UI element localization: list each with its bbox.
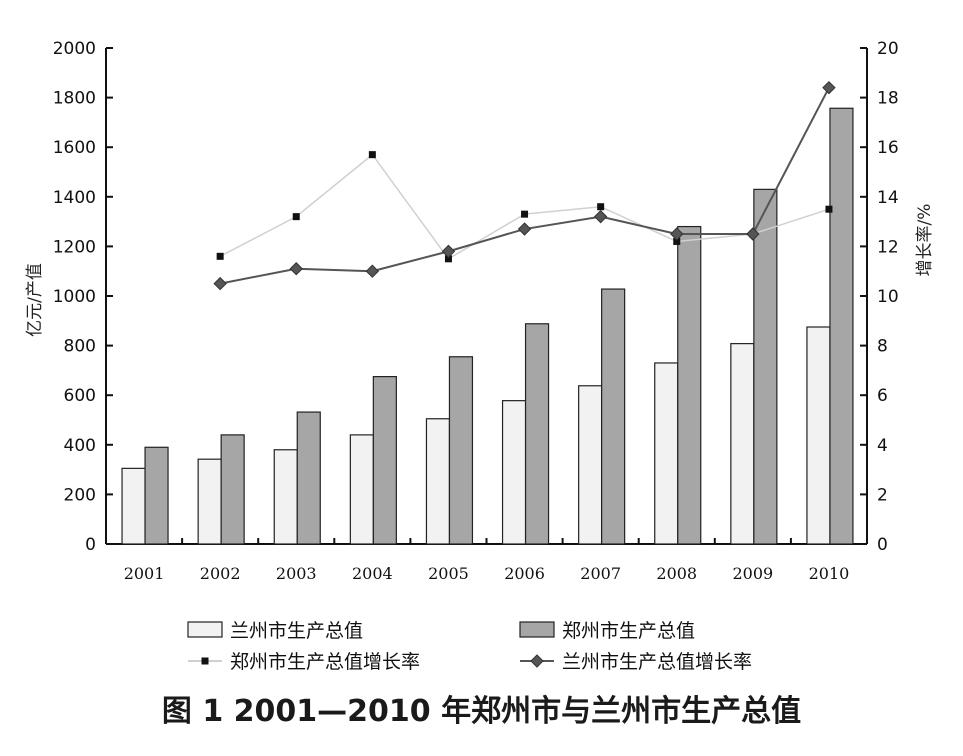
legend-swatch	[187, 621, 223, 638]
data-point	[746, 227, 760, 241]
bar	[425, 418, 451, 545]
x-tick-label: 2006	[504, 564, 545, 583]
y2-tick-label: 6	[877, 386, 888, 406]
data-point	[597, 203, 605, 211]
bar	[296, 411, 321, 545]
bar	[197, 458, 222, 545]
bar	[654, 362, 679, 545]
data-point	[670, 227, 684, 241]
y2-tick-label: 18	[877, 89, 899, 109]
series-line	[219, 87, 830, 285]
y-tick-label: 2000	[53, 39, 96, 59]
data-point	[521, 210, 529, 218]
y-tick-label: 1200	[53, 237, 96, 257]
legend-label: 兰州市生产总值增长率	[562, 651, 752, 673]
figure-caption: 图 1 2001—2010 年郑州市与兰州市生产总值	[161, 694, 802, 729]
y2-tick-label: 0	[877, 535, 888, 555]
data-point	[201, 657, 209, 665]
x-tick-label: 2003	[276, 564, 317, 583]
bar	[578, 385, 603, 545]
data-point	[441, 244, 456, 259]
x-tick-label: 2002	[200, 564, 241, 583]
x-tick-label: 2007	[580, 564, 621, 583]
bar	[349, 434, 374, 545]
y-tick-label: 1400	[53, 188, 96, 208]
bar	[524, 323, 550, 545]
bar	[753, 188, 778, 545]
legend-label: 郑州市生产总值增长率	[230, 651, 420, 673]
data-point	[822, 80, 836, 95]
series-line	[219, 153, 830, 260]
legend-label: 兰州市生产总值	[230, 620, 363, 642]
y2-axis-label: 增长率/%	[915, 204, 935, 277]
bar	[220, 434, 245, 545]
y-tick-label: 800	[64, 337, 96, 357]
data-point	[673, 237, 681, 245]
legend-label: 郑州市生产总值	[562, 620, 695, 642]
legend-swatch	[519, 621, 555, 638]
bar	[144, 446, 169, 545]
x-tick-label: 2010	[809, 564, 850, 583]
data-point	[444, 255, 452, 263]
x-tick-label: 2001	[124, 564, 165, 583]
x-tick-label: 2005	[428, 564, 469, 583]
bar	[121, 467, 146, 545]
y-tick-label: 1000	[53, 287, 96, 307]
plot-area: 0 200 400 600 800 1000 1200 1400 1600 1800 2000 0 2 4…	[53, 39, 899, 583]
y-tick-label: 600	[64, 386, 96, 406]
y-tick-label: 1800	[53, 89, 96, 109]
data-point	[368, 151, 376, 159]
data-point	[517, 222, 532, 236]
bar	[829, 107, 854, 545]
y-tick-label: 0	[85, 535, 96, 555]
y-tick-label: 400	[64, 436, 96, 456]
y2-tick-label: 10	[877, 287, 899, 307]
y2-tick-label: 4	[877, 436, 888, 456]
chart: 亿元/产值 增长率/% 0200400600800100012001400160…	[25, 39, 935, 673]
x-tick-label: 2004	[352, 564, 393, 583]
y2-tick-label: 16	[877, 138, 899, 158]
data-point	[825, 205, 833, 213]
x-tick-label: 2008	[656, 564, 697, 583]
y2-tick-label: 2	[877, 485, 888, 505]
bar	[677, 225, 702, 545]
y-tick-label: 1600	[53, 138, 96, 158]
data-point	[593, 209, 608, 224]
bar	[372, 376, 397, 545]
data-point	[365, 264, 380, 278]
data-point	[216, 252, 224, 260]
y2-tick-label: 12	[877, 237, 899, 257]
bar	[448, 356, 474, 545]
data-point	[289, 262, 303, 276]
data-point	[530, 654, 544, 668]
y-tick-label: 200	[64, 485, 96, 505]
data-point	[213, 276, 227, 291]
bar	[601, 288, 626, 545]
y2-tick-label: 8	[877, 337, 888, 357]
bar	[730, 343, 755, 545]
y-axis-label: 亿元/产值	[25, 263, 45, 337]
y2-tick-label: 14	[877, 188, 899, 208]
bar	[501, 400, 527, 545]
data-point	[292, 213, 300, 221]
bar	[273, 449, 298, 545]
x-tick-label: 2009	[732, 564, 773, 583]
bar	[806, 326, 831, 545]
y2-tick-label: 20	[877, 39, 899, 59]
